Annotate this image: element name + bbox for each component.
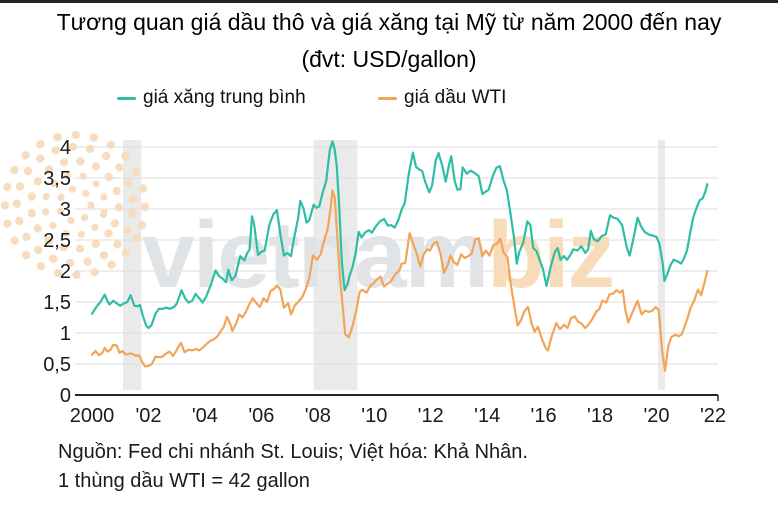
y-axis-tick-label: 3: [60, 199, 71, 221]
x-axis-tick-label: '20: [643, 405, 669, 427]
x-axis-tick-label: '22: [700, 405, 726, 427]
legend-label-wti: giá dầu WTI: [404, 87, 507, 108]
gasoline-series-line: [90, 140, 709, 330]
y-axis-tick-label: 2,5: [43, 230, 71, 252]
recession-band: [123, 140, 142, 390]
gasoline-line-swatch: [117, 96, 136, 100]
watermark-dotted-globe-icon: [0, 131, 149, 279]
x-axis-tick-label: 2000: [70, 405, 115, 427]
recession-band: [313, 140, 358, 390]
chart-subtitle-unit: (đvt: USD/gallon): [301, 46, 477, 72]
y-axis-tick-label: 1,5: [43, 292, 71, 314]
x-axis-tick-label: '16: [531, 405, 557, 427]
x-axis-tick-label: '06: [248, 405, 274, 427]
chart-footer: Nguồn: Fed chi nhánh St. Louis; Việt hóa…: [58, 438, 528, 496]
legend-item-wti: giá dầu WTI: [378, 85, 506, 111]
recession-band: [658, 140, 666, 390]
watermark: vietnambiz: [142, 208, 615, 308]
x-axis-tick-label: '02: [135, 405, 161, 427]
conversion-note: 1 thùng dầu WTI = 42 gallon: [58, 470, 310, 492]
x-axis-tick-label: '18: [587, 405, 613, 427]
legend-label-gasoline: giá xăng trung bình: [143, 87, 306, 108]
x-axis-tick-label: '12: [418, 405, 444, 427]
x-axis-tick-label: '04: [192, 405, 218, 427]
wti-line-swatch: [378, 96, 397, 100]
wti-series-line: [90, 189, 709, 372]
y-axis-tick-label: 3,5: [43, 168, 71, 190]
chart-background-layer: [75, 140, 718, 390]
watermark-text-vietnam: vietnam: [142, 202, 489, 308]
top-border-strip: [0, 0, 778, 3]
x-axis-tick-label: '08: [305, 405, 331, 427]
source-note: Nguồn: Fed chi nhánh St. Louis; Việt hóa…: [58, 441, 528, 463]
y-axis-tick-label: 2: [60, 261, 71, 283]
chart-plot-area: vietnambiz 0 0,5 1 1,5 2 2,5 3 3,5 4 2000 '02 '04 '0…: [0, 130, 778, 430]
y-axis-tick-label: 1: [60, 323, 71, 345]
x-axis-tick-label: '10: [361, 405, 387, 427]
x-axis-tick-label: '14: [474, 405, 500, 427]
legend-item-gasoline: giá xăng trung bình: [117, 85, 306, 111]
y-axis-tick-label: 0: [60, 385, 71, 407]
chart-title: Tương quan giá dầu thô và giá xăng tại M…: [56, 9, 722, 35]
watermark-text-biz: biz: [487, 202, 615, 308]
y-axis-tick-label: 0,5: [43, 354, 71, 376]
y-axis-tick-label: 4: [60, 137, 71, 159]
chart-foreground-layer: 0 0,5 1 1,5 2 2,5 3 3,5 4 2000 '02 '04 '06 '08 '10 '12 '…: [43, 137, 726, 427]
